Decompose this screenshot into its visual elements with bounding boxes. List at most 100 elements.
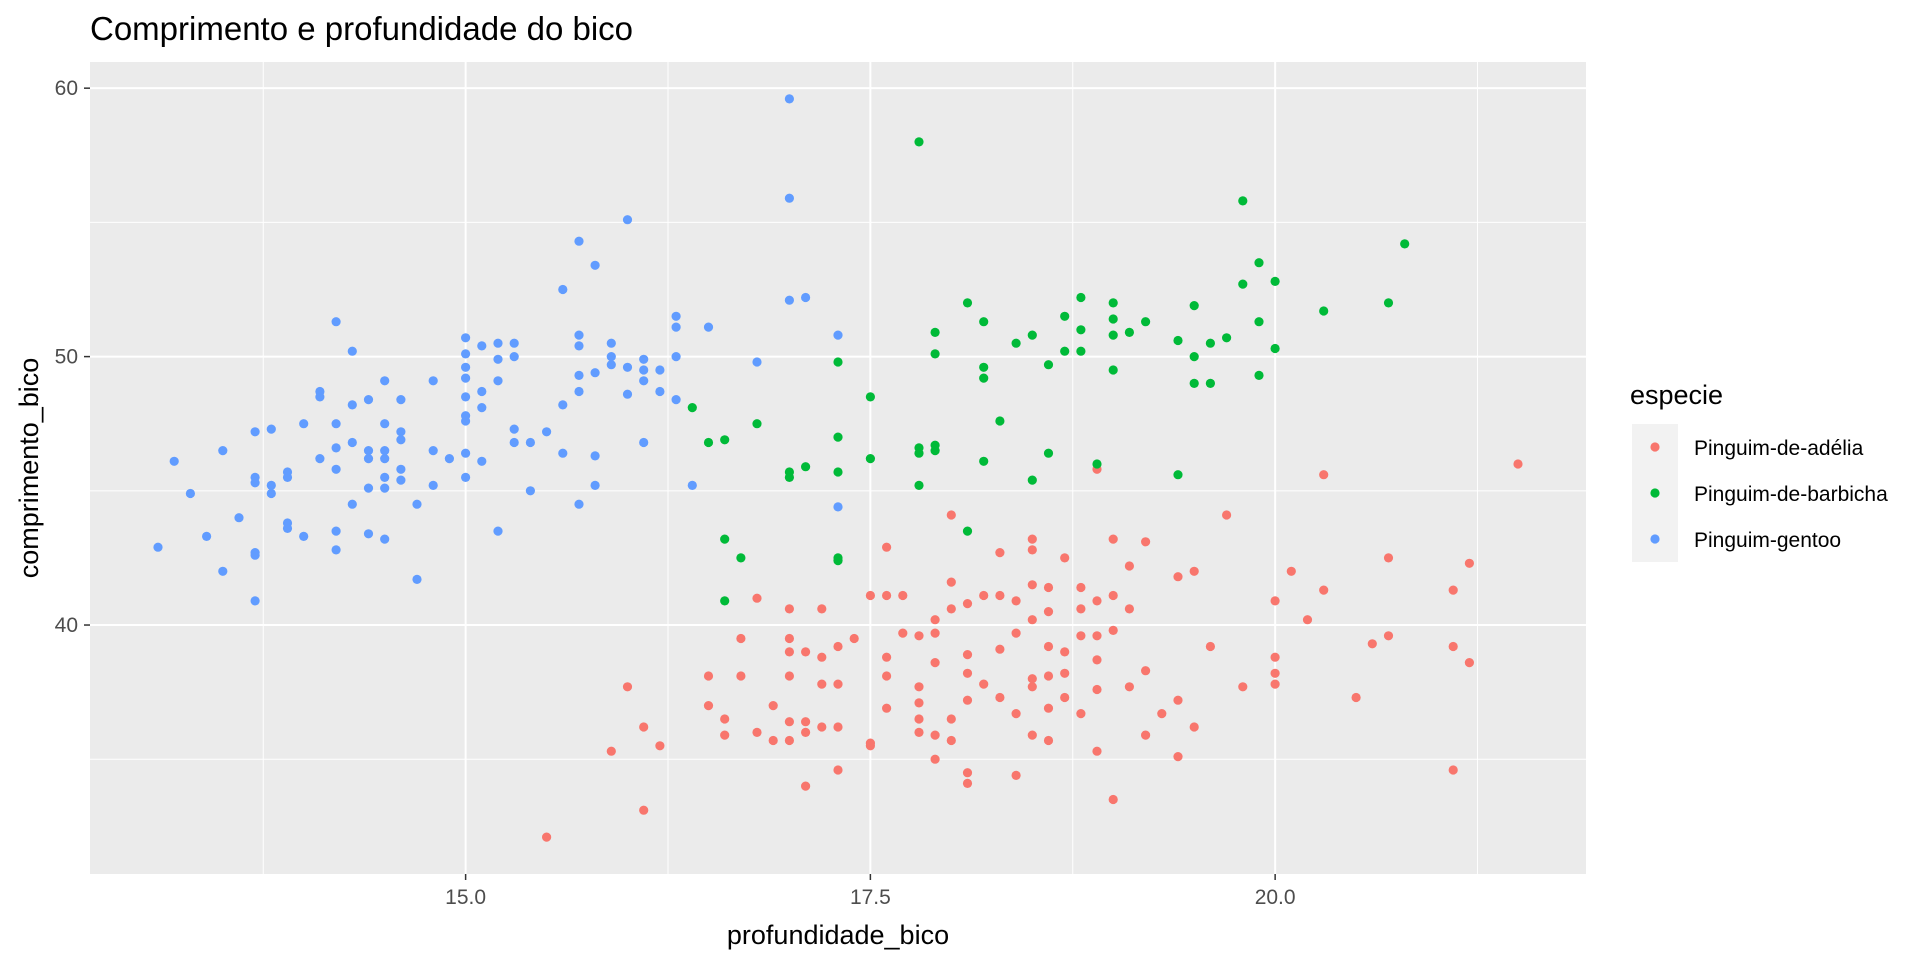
data-point xyxy=(1173,470,1183,480)
data-point xyxy=(412,574,422,585)
data-point xyxy=(1092,631,1102,641)
data-point xyxy=(720,730,730,740)
data-point xyxy=(1011,596,1021,606)
data-point xyxy=(801,781,811,791)
data-point xyxy=(1043,607,1054,617)
data-point xyxy=(509,352,519,362)
data-point xyxy=(1108,314,1118,324)
data-point xyxy=(1270,596,1280,606)
data-point xyxy=(1076,709,1086,719)
data-point xyxy=(1027,580,1037,590)
data-point xyxy=(1092,684,1102,695)
data-point xyxy=(639,376,649,386)
legend-key-swatch xyxy=(1650,488,1660,498)
data-point xyxy=(461,349,471,359)
data-point xyxy=(671,311,681,321)
data-point xyxy=(558,448,568,458)
data-point xyxy=(574,341,584,351)
data-point xyxy=(979,456,989,466)
data-point xyxy=(412,499,422,509)
data-point xyxy=(315,454,325,464)
data-point xyxy=(622,389,633,399)
data-point xyxy=(477,341,487,351)
data-point xyxy=(1173,335,1183,346)
data-points xyxy=(153,94,1523,842)
data-point xyxy=(331,443,341,453)
data-point xyxy=(1092,596,1102,606)
legend: especie Pinguim-de-adélia Pinguim-de-barb… xyxy=(1630,380,1888,562)
data-point xyxy=(1043,448,1054,458)
legend-label: Pinguim-de-adélia xyxy=(1694,437,1864,460)
data-point xyxy=(995,590,1005,601)
data-point xyxy=(833,641,843,652)
data-point xyxy=(1448,585,1458,595)
data-point xyxy=(1270,343,1280,354)
data-point xyxy=(606,746,616,756)
data-point xyxy=(1238,682,1248,692)
data-point xyxy=(962,768,973,778)
data-point xyxy=(784,604,795,614)
data-point xyxy=(493,338,503,348)
data-point xyxy=(363,395,374,405)
data-point xyxy=(250,550,260,560)
data-point xyxy=(1011,770,1021,781)
data-point xyxy=(1141,317,1151,327)
data-point xyxy=(1254,317,1264,327)
data-point xyxy=(331,419,341,429)
data-point xyxy=(962,650,973,660)
data-point xyxy=(282,467,293,477)
data-point xyxy=(817,604,827,614)
data-point xyxy=(266,480,276,490)
data-point xyxy=(574,499,584,509)
data-point xyxy=(1254,370,1264,380)
data-point xyxy=(833,765,843,775)
data-point xyxy=(995,644,1005,654)
data-point xyxy=(882,542,892,552)
data-point xyxy=(1173,572,1183,582)
legend-label: Pinguim-de-barbicha xyxy=(1694,483,1888,506)
data-point xyxy=(218,566,228,576)
data-point xyxy=(380,419,390,429)
data-point xyxy=(639,354,649,364)
data-point xyxy=(865,738,876,748)
data-point xyxy=(1270,668,1280,678)
data-point xyxy=(493,526,503,536)
y-axis-title: comprimento_bico xyxy=(14,358,44,579)
data-point xyxy=(655,741,665,751)
data-point xyxy=(752,593,762,603)
data-point xyxy=(784,193,795,203)
data-point xyxy=(833,679,843,689)
data-point xyxy=(185,488,195,499)
data-point xyxy=(380,534,390,544)
data-point xyxy=(1124,327,1134,337)
data-point xyxy=(461,362,471,372)
data-point xyxy=(590,451,600,461)
data-point xyxy=(833,330,843,340)
data-point xyxy=(639,722,649,732)
data-point xyxy=(930,349,940,359)
data-point xyxy=(914,714,924,724)
legend-key-swatch xyxy=(1650,442,1660,452)
data-point xyxy=(1124,604,1134,614)
data-point xyxy=(671,395,681,405)
data-point xyxy=(882,703,892,713)
data-point xyxy=(720,596,730,606)
data-point xyxy=(1189,722,1199,732)
data-point xyxy=(784,671,795,681)
data-point xyxy=(1448,641,1458,652)
data-point xyxy=(1108,330,1118,340)
data-point xyxy=(1383,298,1394,308)
data-point xyxy=(1189,352,1199,362)
data-point xyxy=(930,440,940,450)
data-point xyxy=(930,754,940,764)
data-point xyxy=(1043,735,1054,746)
data-point xyxy=(1108,534,1118,544)
data-point xyxy=(801,717,811,727)
data-point xyxy=(509,437,519,448)
data-point xyxy=(1124,561,1134,571)
data-point xyxy=(898,590,908,601)
data-point xyxy=(1076,292,1086,303)
data-point xyxy=(1222,333,1232,343)
data-point xyxy=(962,778,973,789)
